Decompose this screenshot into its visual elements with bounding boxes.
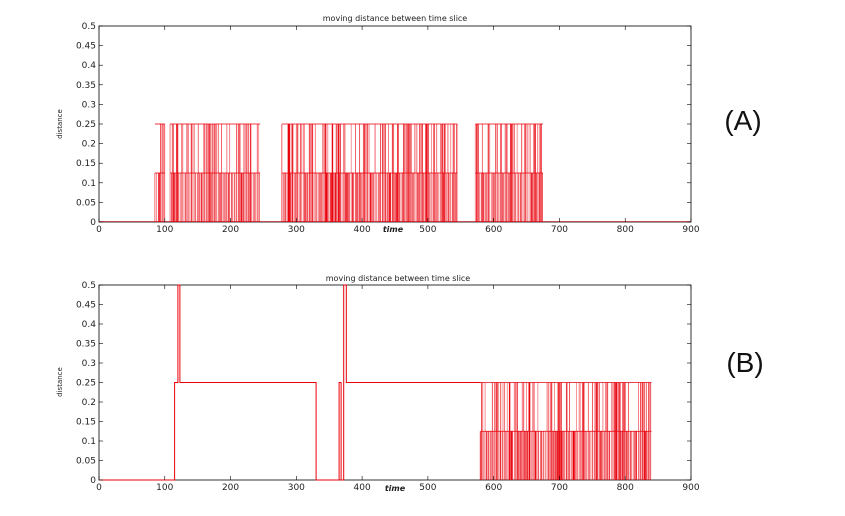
panel-b-y-tick-label: 0.3 — [82, 359, 96, 369]
panel-a-x-tick-label: 300 — [288, 225, 305, 235]
panel-a-title: moving distance between time slice — [323, 14, 468, 23]
panel-a-x-tick-label: 900 — [682, 225, 699, 235]
panel-a-y-tick-label: 0.3 — [82, 100, 96, 110]
panel-b-x-tick-label: 400 — [354, 483, 371, 493]
panel-b-label: (B) — [726, 347, 763, 378]
panel-a-x-tick-label: 600 — [485, 225, 502, 235]
panel-b-y-tick-label: 0.45 — [76, 301, 96, 311]
panel-a-y-tick-label: 0.15 — [76, 159, 96, 169]
panel-a-x-tick-label: 100 — [156, 225, 173, 235]
panel-b-x-tick-label: 900 — [682, 483, 699, 493]
panel-b-marks — [99, 284, 652, 481]
panel-b-x-ticks: 0 100 200 300 400 500 600 700 800 900 — [96, 285, 700, 493]
panel-b-y-tick-label: 0.5 — [82, 281, 96, 291]
panel-a-y-tick-label: 0.1 — [82, 179, 96, 189]
panel-a-x-label: time — [383, 225, 404, 234]
panel-a-x-tick-label: 800 — [617, 225, 634, 235]
panel-a-y-label: distance — [56, 109, 64, 139]
panel-a-x-tick-label: 700 — [551, 225, 568, 235]
panel-a-marks — [99, 123, 691, 222]
panel-b-y-tick-label: 0.05 — [76, 457, 96, 467]
panel-b-x-tick-label: 300 — [288, 483, 305, 493]
panel-a-y-tick-label: 0 — [90, 218, 96, 228]
panel-b-x-tick-label: 600 — [485, 483, 502, 493]
panel-b-y-tick-label: 0.2 — [82, 398, 96, 408]
panel-b-y-tick-label: 0.1 — [82, 437, 96, 447]
panel-b-x-tick-label: 100 — [156, 483, 173, 493]
panel-b-y-ticks: 0 0.05 0.1 0.15 0.2 0.25 0.3 0.35 0.4 0.45 0.5 — [76, 281, 691, 486]
panel-b-x-tick-label: 500 — [419, 483, 436, 493]
panel-b-title: moving distance between time slice — [326, 274, 471, 283]
panel-a-x-ticks: 0 100 200 300 400 500 600 700 800 900 — [96, 26, 700, 235]
panel-b-y-tick-label: 0.35 — [76, 340, 96, 350]
panel-b-x-tick-label: 800 — [617, 483, 634, 493]
panel-a-y-tick-label: 0.25 — [76, 120, 96, 130]
panel-b-y-tick-label: 0.15 — [76, 418, 96, 428]
panel-b-y-tick-label: 0.4 — [82, 320, 97, 330]
panel-a-y-tick-label: 0.2 — [82, 140, 96, 150]
panel-b-y-label: distance — [56, 367, 64, 397]
panel-a-y-tick-label: 0.35 — [76, 81, 96, 91]
panel-a-chart: moving distance between time slice 0 0.05… — [56, 14, 762, 235]
panel-b-y-tick-label: 0.25 — [76, 379, 96, 389]
panel-a-x-tick-label: 0 — [96, 225, 102, 235]
panel-b-y-tick-label: 0 — [90, 476, 96, 486]
panel-a-x-tick-label: 400 — [354, 225, 371, 235]
panel-a-y-tick-label: 0.4 — [82, 61, 97, 71]
panel-b-series-line — [99, 284, 481, 481]
panel-b-x-tick-label: 700 — [551, 483, 568, 493]
panel-a-x-tick-label: 200 — [222, 225, 239, 235]
panel-b-x-tick-label: 200 — [222, 483, 239, 493]
panel-b-x-label: time — [385, 484, 406, 493]
panel-a-y-tick-label: 0.05 — [76, 198, 96, 208]
panel-a-label: (A) — [724, 105, 761, 136]
panel-a-y-ticks: 0 0.05 0.1 0.15 0.2 0.25 0.3 0.35 0.4 0.45 0.5 — [76, 22, 691, 228]
panel-a-y-tick-label: 0.45 — [76, 42, 96, 52]
panel-b-x-tick-label: 0 — [96, 483, 102, 493]
panel-a-y-tick-label: 0.5 — [82, 22, 96, 32]
panel-a-x-tick-label: 500 — [419, 225, 436, 235]
panel-b-chart: moving distance between time slice 0 0.05… — [56, 274, 764, 493]
